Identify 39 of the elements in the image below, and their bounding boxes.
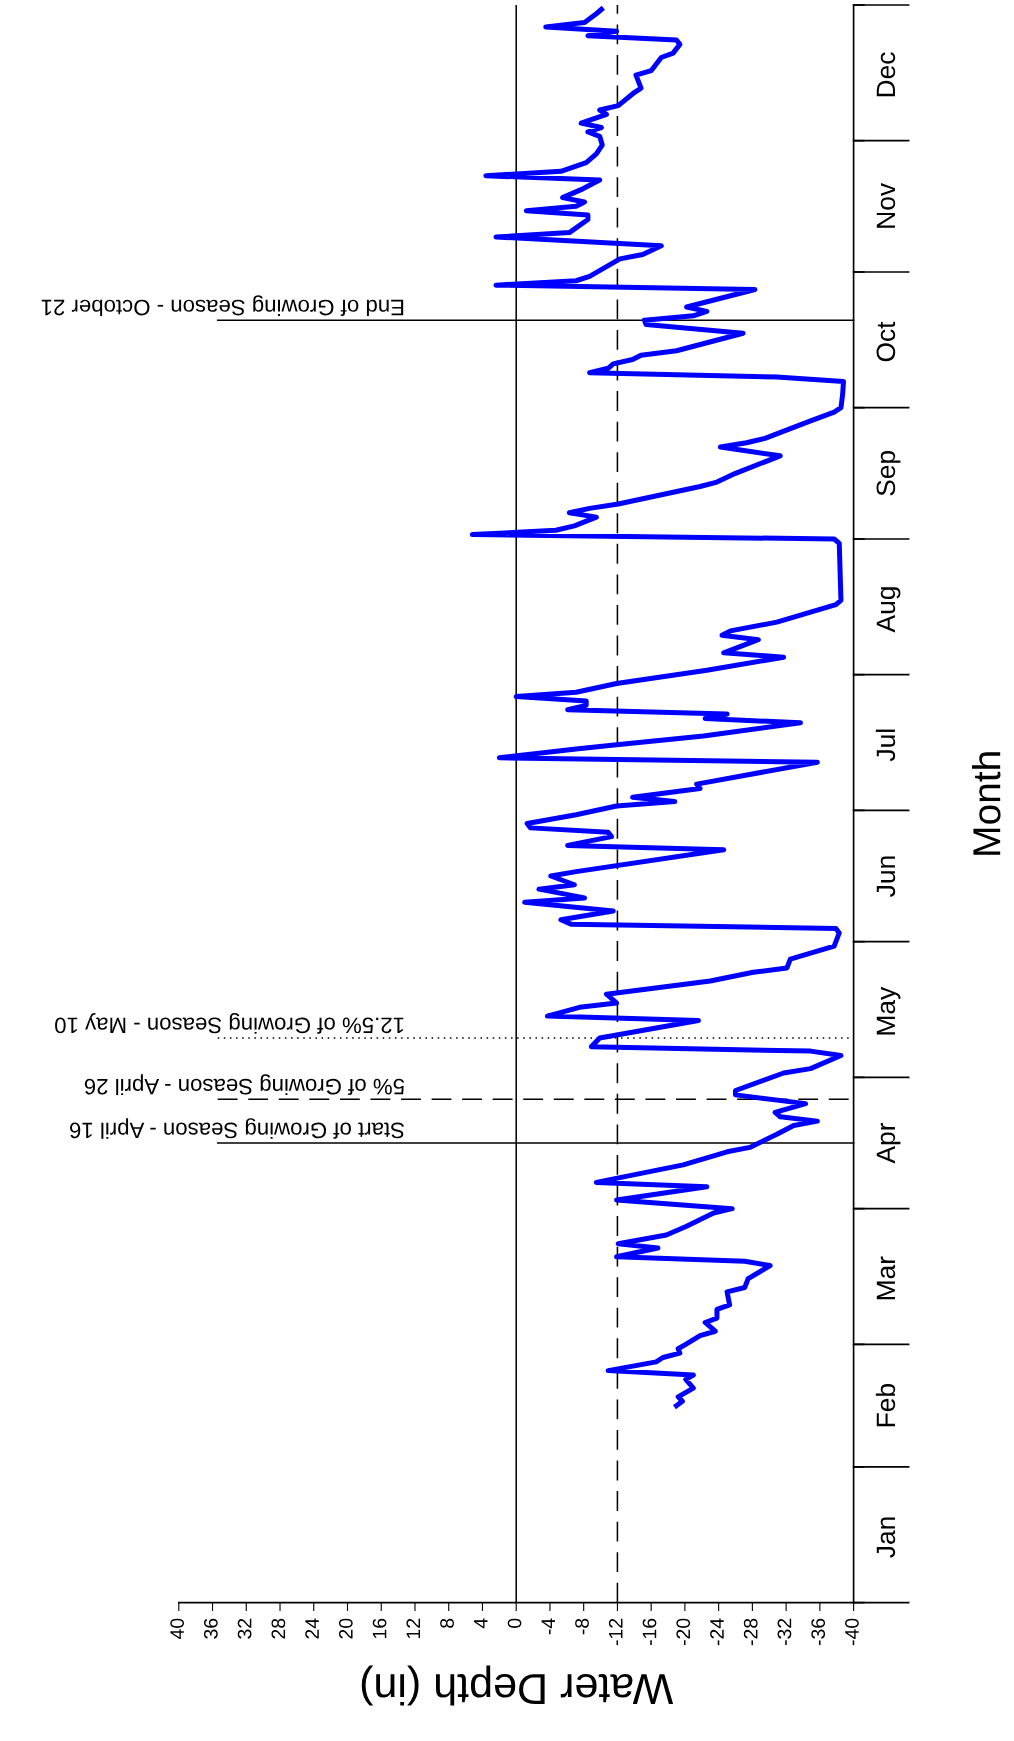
y-tick-label: Jun	[876, 856, 896, 897]
x-tick-label: 40	[170, 1618, 185, 1640]
ref-line-label: Start of Growing Season - April 16	[70, 1118, 404, 1139]
x-tick-label: 36	[203, 1618, 218, 1639]
x-axis-title: Water Depth (in)	[361, 1665, 674, 1706]
x-tick-label: 32	[237, 1618, 252, 1639]
y-tick-label: Oct	[876, 321, 896, 362]
y-tick-label: Sep	[876, 450, 901, 496]
y-tick-label: Apr	[876, 1122, 901, 1164]
y-tick-label: Aug	[876, 587, 901, 633]
x-tick-label: 28	[271, 1618, 286, 1639]
x-tick-label: -4	[541, 1618, 555, 1635]
y-tick-label: Jan	[876, 1517, 896, 1558]
x-tick-label: -24	[710, 1618, 724, 1646]
x-tick-label: -20	[676, 1618, 691, 1646]
x-tick-label: -40	[845, 1618, 859, 1646]
x-tick-label: -12	[608, 1618, 623, 1646]
x-tick-label: -28	[743, 1618, 758, 1646]
x-tick-label: 12	[406, 1618, 421, 1639]
y-tick-label: May	[876, 986, 901, 1035]
x-tick-label: 16	[372, 1618, 387, 1639]
ref-line-label: End of Growing Season - October 21	[41, 295, 404, 316]
x-tick-label: 24	[305, 1618, 319, 1639]
y-tick-label: Nov	[876, 182, 896, 228]
y-tick-label: Jul	[875, 729, 896, 762]
y-tick-label: Mar	[876, 1256, 896, 1300]
y-tick-label: Feb	[875, 1384, 896, 1427]
ref-line-label: 5% of Growing Season - April 26	[84, 1074, 405, 1096]
x-tick-label: 0	[507, 1618, 522, 1628]
x-tick-label: 4	[474, 1618, 488, 1629]
x-tick-label: 20	[338, 1618, 353, 1639]
x-tick-label: -16	[642, 1618, 657, 1646]
ref-line-label: 12.5% of Growing Season - May 10	[55, 1013, 404, 1034]
x-tick-label: -32	[777, 1618, 792, 1646]
x-tick-label: -36	[811, 1618, 826, 1646]
x-tick-label: 8	[440, 1618, 454, 1628]
x-tick-label: -8	[575, 1618, 589, 1635]
y-tick-label: Dec	[876, 52, 896, 97]
y-axis-title: Month	[972, 752, 1001, 855]
